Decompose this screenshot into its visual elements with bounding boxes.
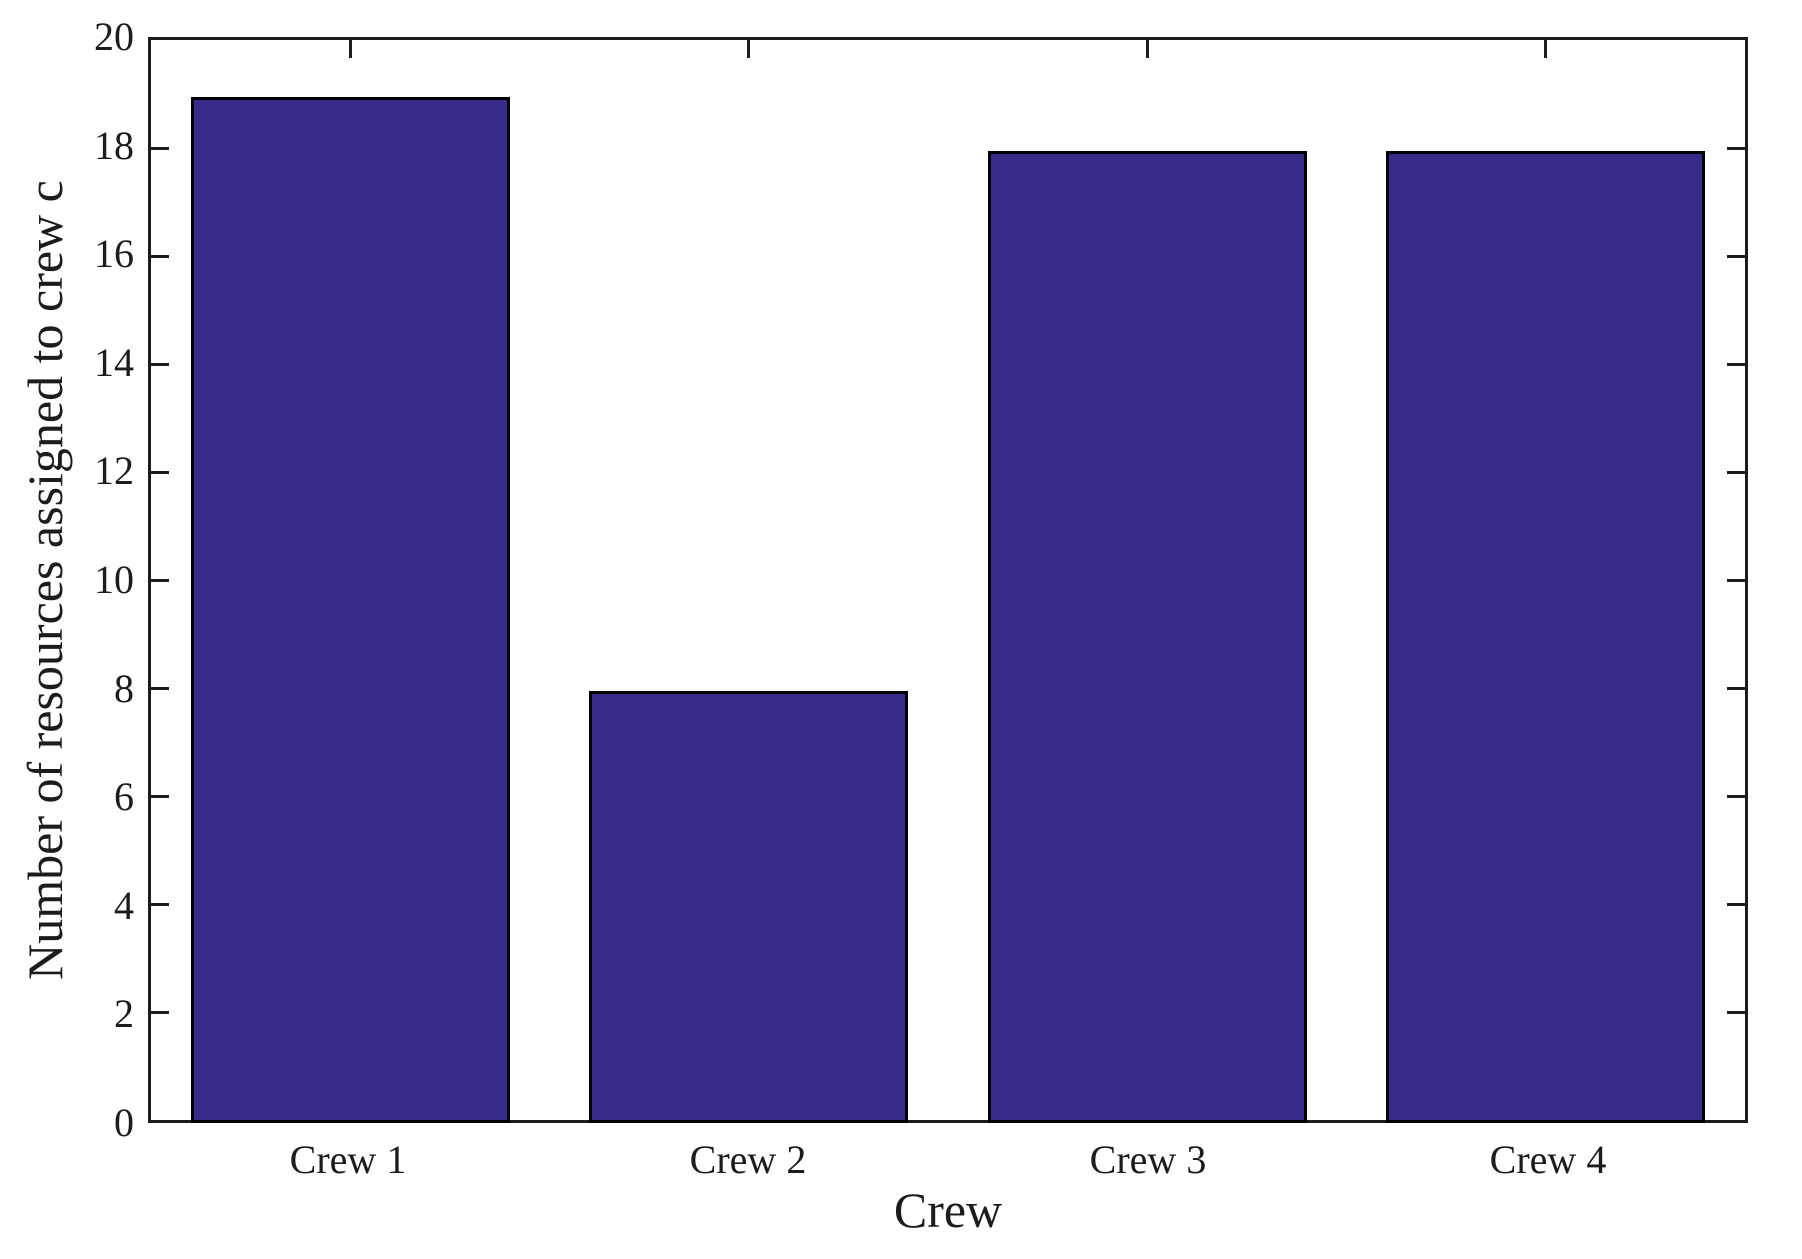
y-tick-mark: [1727, 146, 1745, 150]
x-tick-mark: [1544, 40, 1548, 58]
y-tick-mark: [151, 794, 169, 798]
x-tick-label: Crew 4: [1489, 1137, 1607, 1182]
x-tick-mark: [1145, 40, 1149, 58]
bar-crew-2: [589, 691, 909, 1123]
y-tick-mark: [151, 1010, 169, 1014]
x-tick-label: Crew 2: [689, 1137, 807, 1182]
y-tick-mark: [1727, 578, 1745, 582]
y-tick-label: 14: [94, 339, 134, 385]
plot-area: [148, 37, 1748, 1123]
y-tick-mark: [151, 254, 169, 258]
x-tick-label: Crew 3: [1089, 1137, 1207, 1182]
y-tick-mark: [151, 470, 169, 474]
y-tick-label: 4: [114, 882, 134, 928]
y-tick-label: 20: [94, 14, 134, 59]
x-tick-label: Crew 1: [289, 1137, 407, 1182]
bar-crew-3: [987, 151, 1307, 1123]
y-tick-mark: [1727, 470, 1745, 474]
bar-crew-1: [190, 97, 510, 1123]
y-tick-label: 10: [94, 557, 134, 602]
y-tick-mark: [1727, 902, 1745, 906]
x-tick-mark: [747, 40, 751, 58]
y-tick-mark: [151, 362, 169, 366]
y-tick-label: 18: [94, 122, 134, 168]
y-tick-mark: [1727, 1010, 1745, 1014]
y-tick-mark: [1727, 254, 1745, 258]
y-tick-label: 0: [114, 1100, 134, 1145]
bar-crew-4: [1386, 151, 1706, 1123]
x-axis-title: Crew: [893, 1182, 1003, 1238]
y-tick-mark: [151, 902, 169, 906]
y-tick-mark: [151, 578, 169, 582]
y-tick-label: 12: [94, 448, 134, 494]
y-tick-mark: [1727, 794, 1745, 798]
y-tick-label: 16: [94, 231, 134, 277]
y-tick-mark: [151, 686, 169, 690]
x-tick-mark: [348, 40, 352, 58]
y-tick-label: 2: [114, 991, 134, 1037]
y-tick-mark: [1727, 362, 1745, 366]
y-tick-label: 6: [114, 774, 134, 820]
y-tick-mark: [1727, 686, 1745, 690]
y-tick-label: 8: [114, 665, 134, 711]
y-tick-mark: [151, 146, 169, 150]
